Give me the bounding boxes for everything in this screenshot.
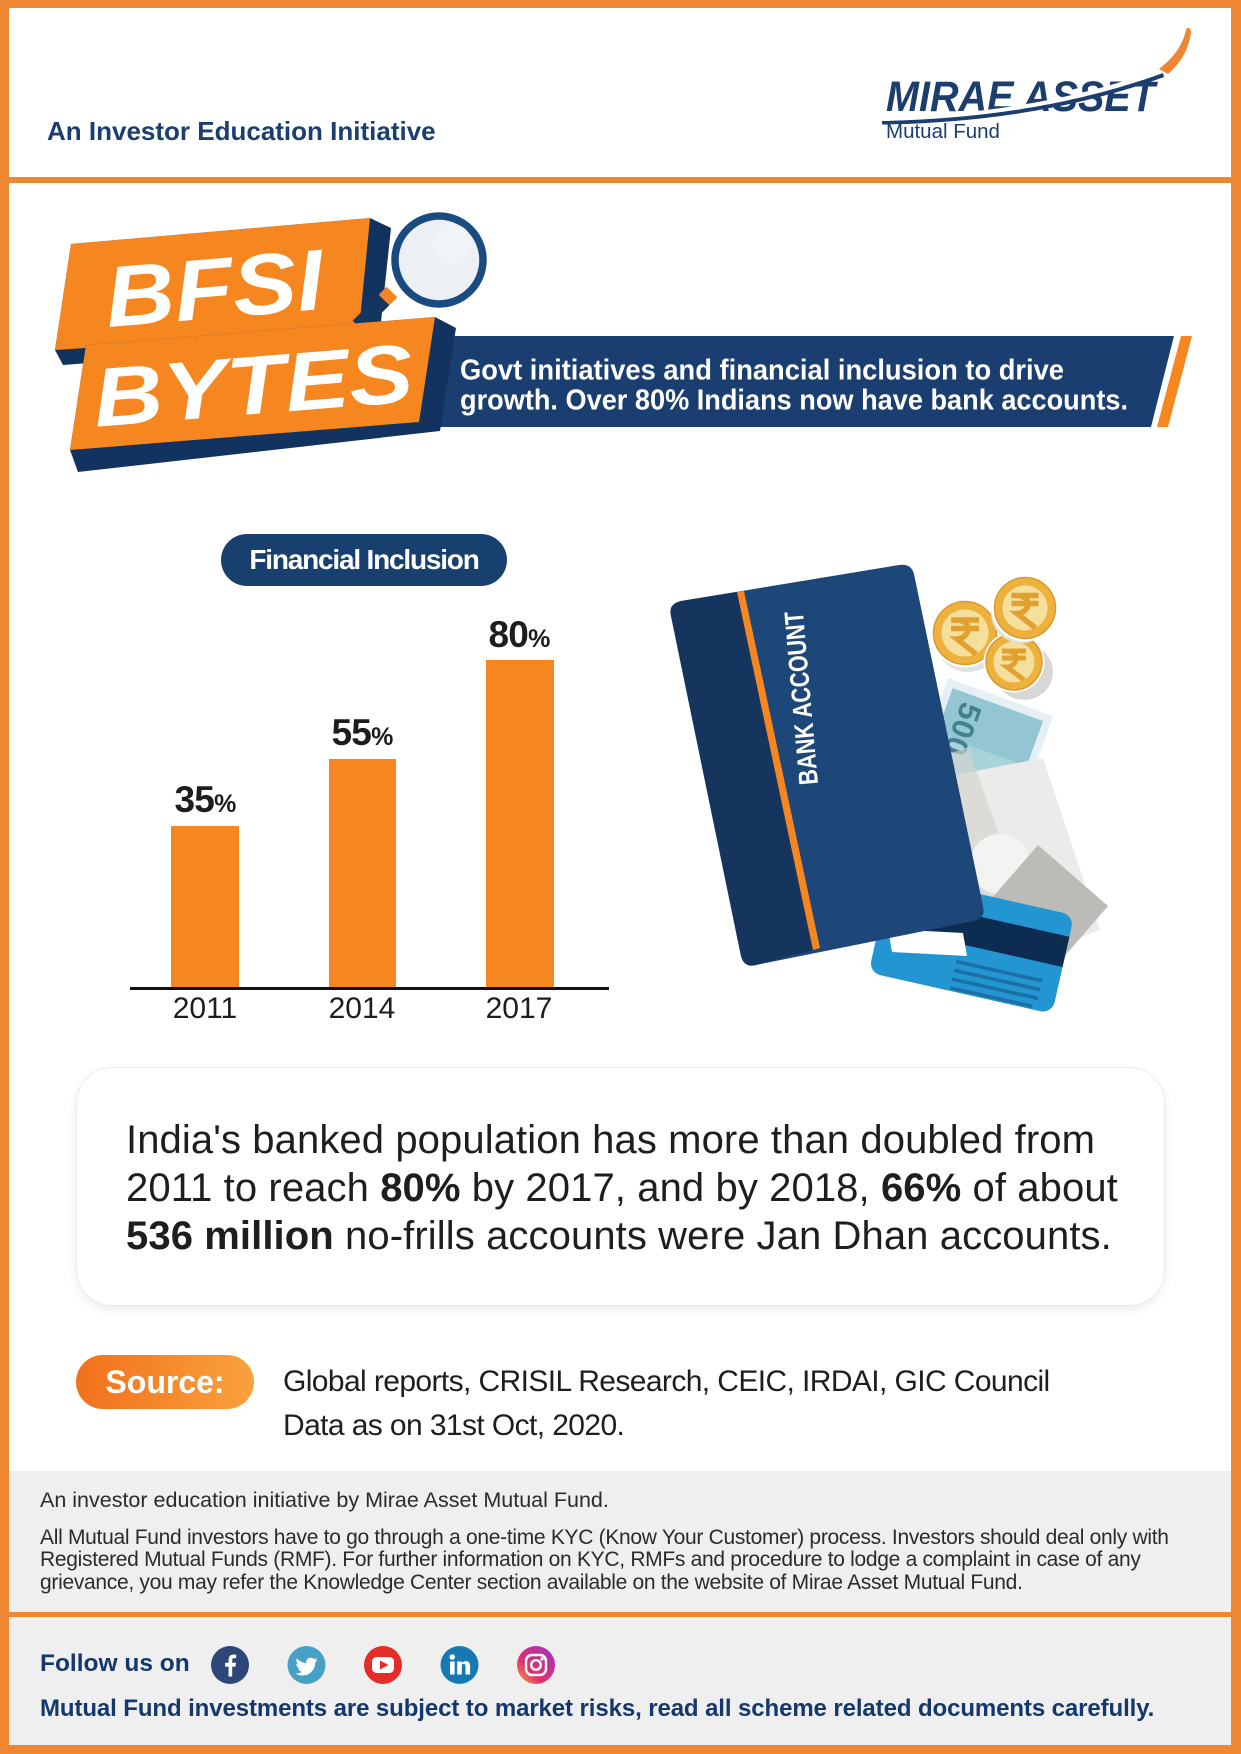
svg-text:Mutual Fund: Mutual Fund — [886, 120, 1000, 143]
svg-text:Govt initiatives and financial: Govt initiatives and financial inclusion… — [460, 355, 1064, 387]
svg-text:growth. Over 80% Indians now h: growth. Over 80% Indians now have bank a… — [460, 385, 1128, 417]
svg-text:BFSI: BFSI — [102, 232, 330, 346]
svg-text:MIRAE ASSET: MIRAE ASSET — [886, 73, 1158, 121]
